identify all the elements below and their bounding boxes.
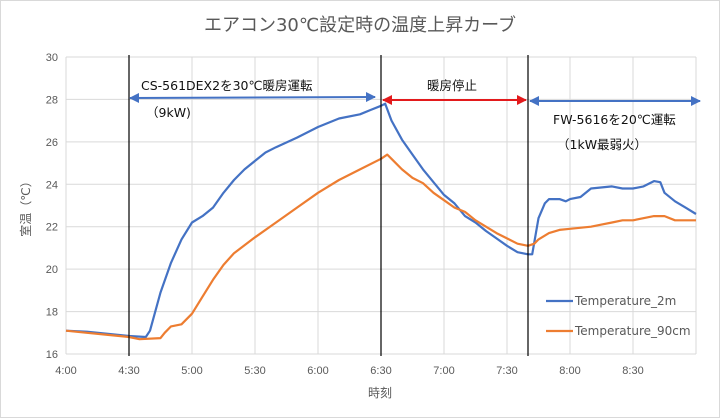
y-tick-label: 26 xyxy=(46,137,58,149)
y-tick-label: 30 xyxy=(46,52,58,64)
x-tick-label: 7:30 xyxy=(496,365,517,377)
y-tick-label: 28 xyxy=(46,94,58,106)
phase3-label: FW-5616を20℃運転 xyxy=(553,112,676,127)
x-axis-ticks: 4:00 4:30 5:00 5:30 6:00 6:30 7:00 7:30 8:00 8:30 xyxy=(55,365,643,377)
x-tick-label: 4:30 xyxy=(118,365,139,377)
phase2-label: 暖房停止 xyxy=(427,78,477,93)
x-tick-label: 5:30 xyxy=(244,365,265,377)
y-tick-label: 24 xyxy=(46,179,58,191)
x-tick-label: 8:30 xyxy=(622,365,643,377)
legend-label-2m: Temperature_2m xyxy=(574,294,676,308)
x-tick-label: 7:00 xyxy=(433,365,454,377)
x-tick-label: 8:00 xyxy=(559,365,580,377)
x-tick-label: 4:00 xyxy=(55,365,76,377)
y-tick-label: 18 xyxy=(46,307,58,319)
phase1-sublabel: （9kW) xyxy=(146,105,191,120)
annotations: CS-561DEX2を30℃暖房運転 （9kW) 暖房停止 FW-5616を20… xyxy=(128,55,701,356)
y-tick-label: 22 xyxy=(46,222,58,234)
y-tick-label: 20 xyxy=(46,264,58,276)
x-tick-label: 5:00 xyxy=(181,365,202,377)
phase3-sublabel: （1kW最弱火） xyxy=(557,137,647,152)
series-lines xyxy=(65,102,697,341)
y-tick-label: 16 xyxy=(46,349,58,361)
legend-label-90cm: Temperature_90cm xyxy=(574,324,691,338)
x-tick-label: 6:00 xyxy=(307,365,328,377)
x-tick-label: 6:30 xyxy=(370,365,391,377)
series-line-2m xyxy=(65,102,697,339)
phase1-label: CS-561DEX2を30℃暖房運転 xyxy=(141,78,313,93)
y-axis-label: 室温（℃） xyxy=(18,175,33,236)
series-line-90cm xyxy=(65,153,696,341)
phase1-arrow xyxy=(129,92,376,103)
y-axis-ticks: 16 18 20 22 24 26 28 30 xyxy=(46,52,58,361)
legend: Temperature_2m Temperature_90cm xyxy=(546,294,691,338)
x-axis-label: 時刻 xyxy=(368,386,392,400)
chart-title: エアコン30℃設定時の温度上昇カーブ xyxy=(204,14,516,36)
